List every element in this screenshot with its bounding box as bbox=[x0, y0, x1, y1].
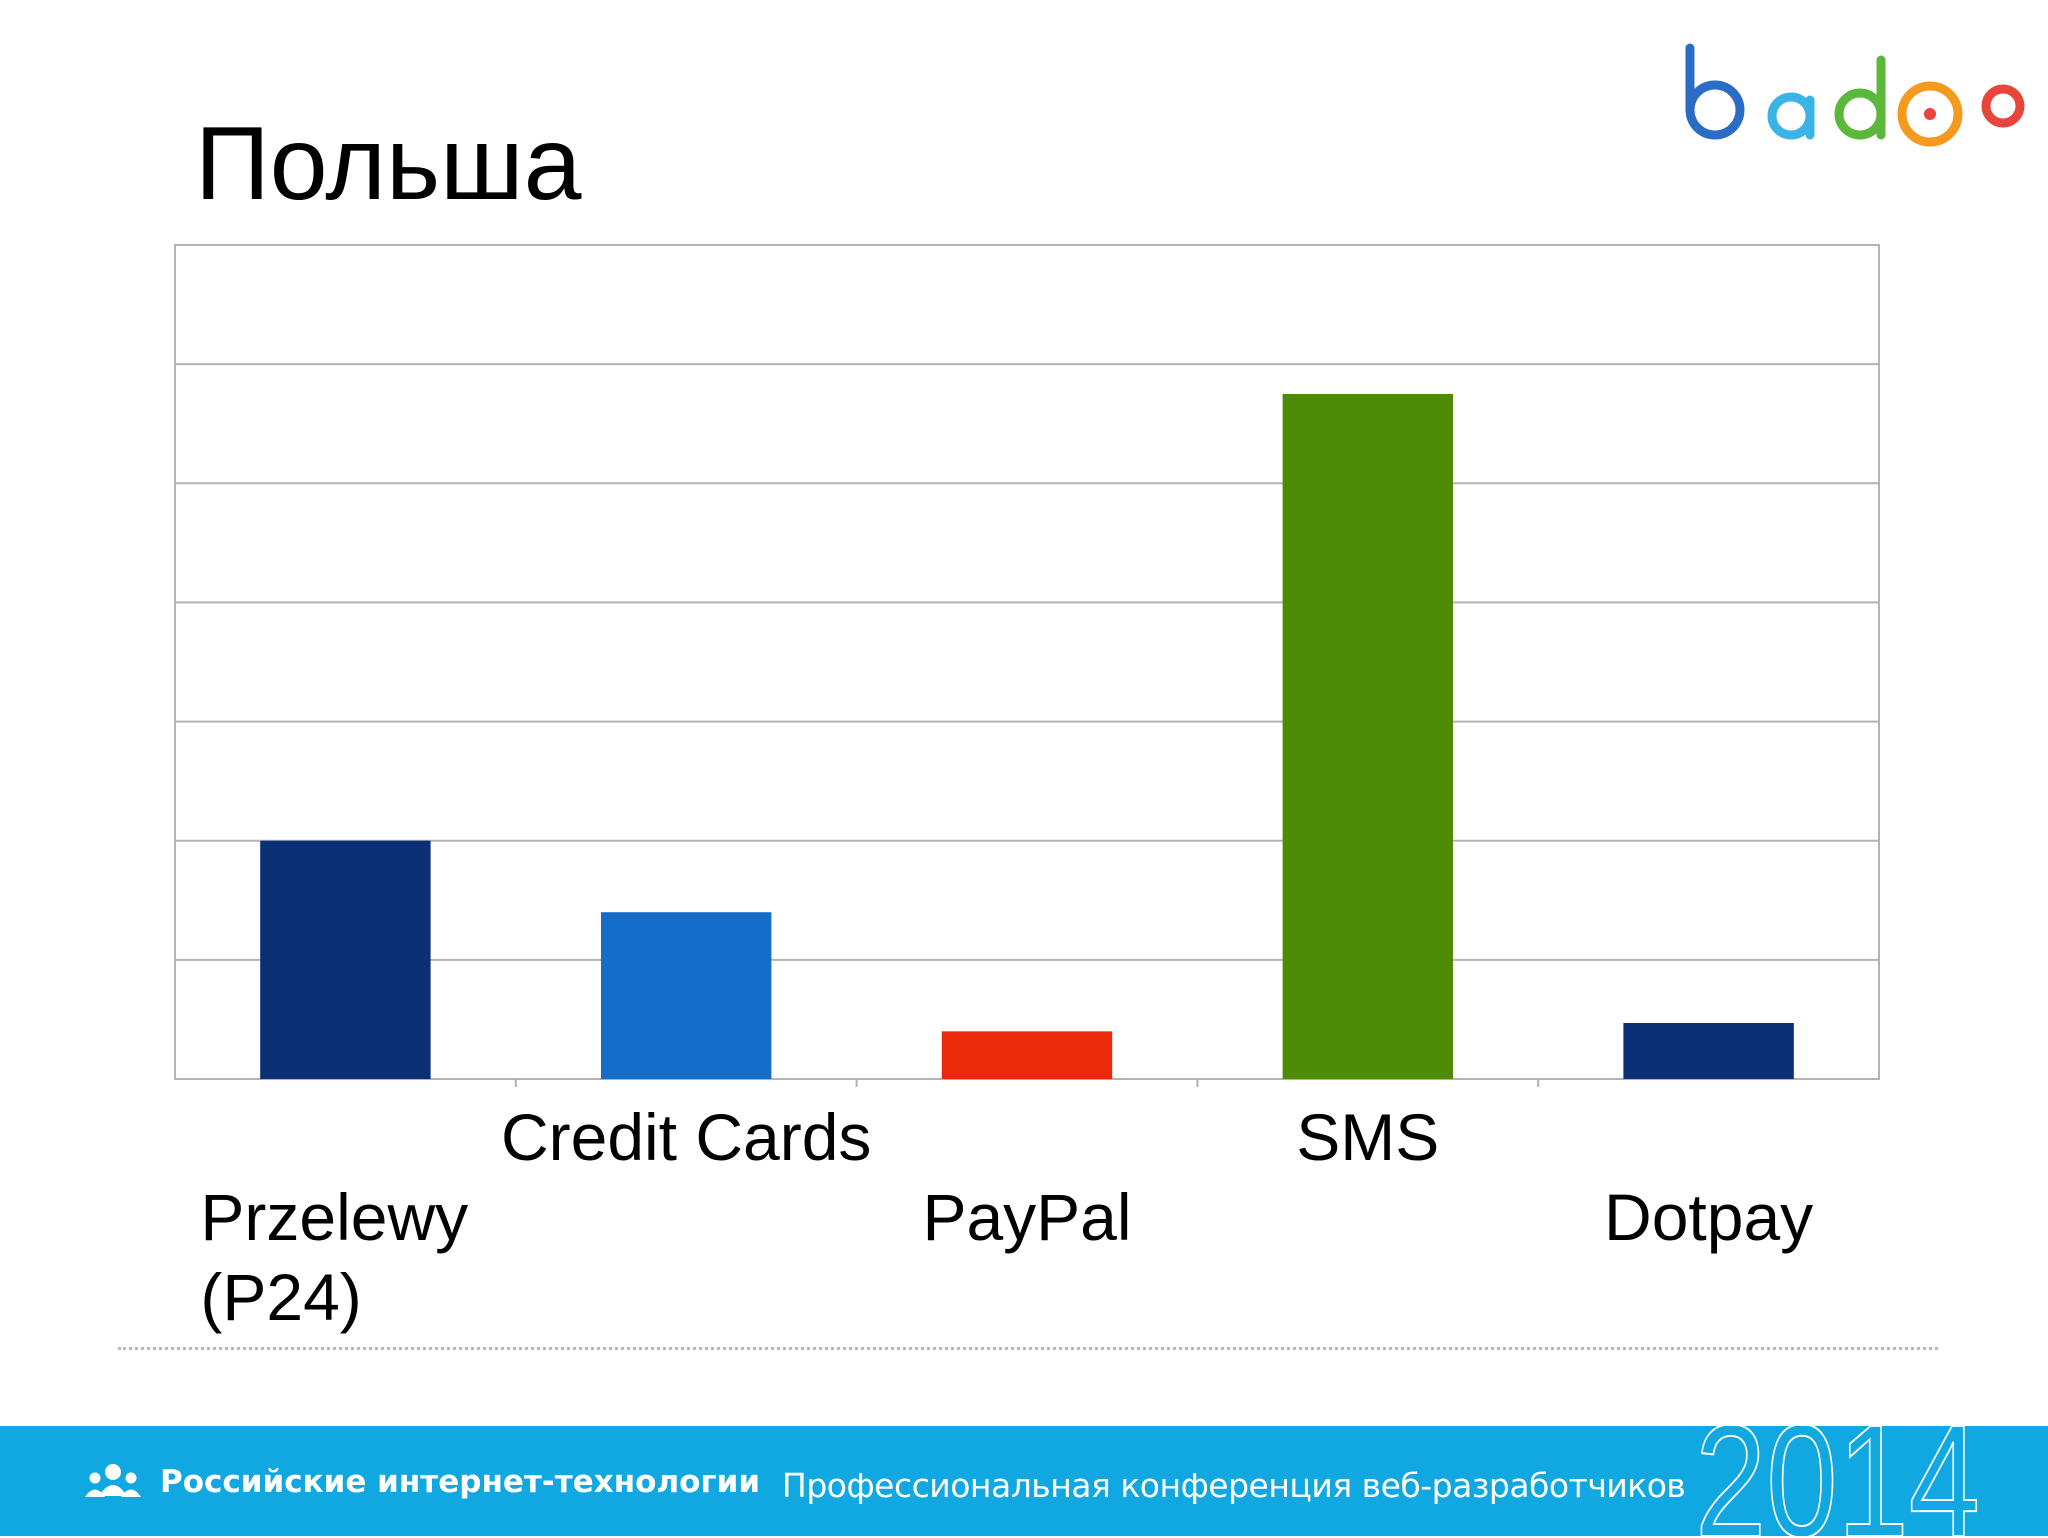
x-tick-label: Credit Cards bbox=[501, 1100, 871, 1174]
bars bbox=[260, 394, 1794, 1079]
bar-sms bbox=[1283, 394, 1453, 1079]
bar-przelewy-p24 bbox=[260, 841, 430, 1079]
footer-bar: Российские интернет-технологии Профессио… bbox=[0, 1426, 2048, 1536]
x-ticks bbox=[516, 1079, 1538, 1087]
year-text: 2014 bbox=[1695, 1414, 1980, 1538]
x-tick-label: Dotpay bbox=[1604, 1180, 1813, 1254]
x-tick-label: SMS bbox=[1296, 1100, 1439, 1174]
bar-dotpay bbox=[1623, 1023, 1793, 1079]
bar-paypal bbox=[942, 1031, 1112, 1079]
bar-credit-cards bbox=[601, 912, 771, 1079]
divider bbox=[118, 1347, 1938, 1350]
x-tick-label: PayPal bbox=[922, 1180, 1131, 1254]
bar-chart: Przelewy (P24) Credit Cards PayPal SMS Dotpay bbox=[0, 0, 2048, 1380]
org-name: Российские интернет-технологии bbox=[160, 1464, 760, 1500]
category-labels: Przelewy (P24) Credit Cards PayPal SMS Dotpay bbox=[200, 1100, 1813, 1334]
year-mark: 2014 bbox=[1695, 1414, 1985, 1538]
conference-name: Профессиональная конференция веб-разрабо… bbox=[782, 1466, 1685, 1505]
people-icon bbox=[82, 1462, 144, 1502]
x-tick-label: Przelewy (P24) bbox=[200, 1180, 468, 1334]
footer-org: Российские интернет-технологии bbox=[82, 1462, 760, 1502]
